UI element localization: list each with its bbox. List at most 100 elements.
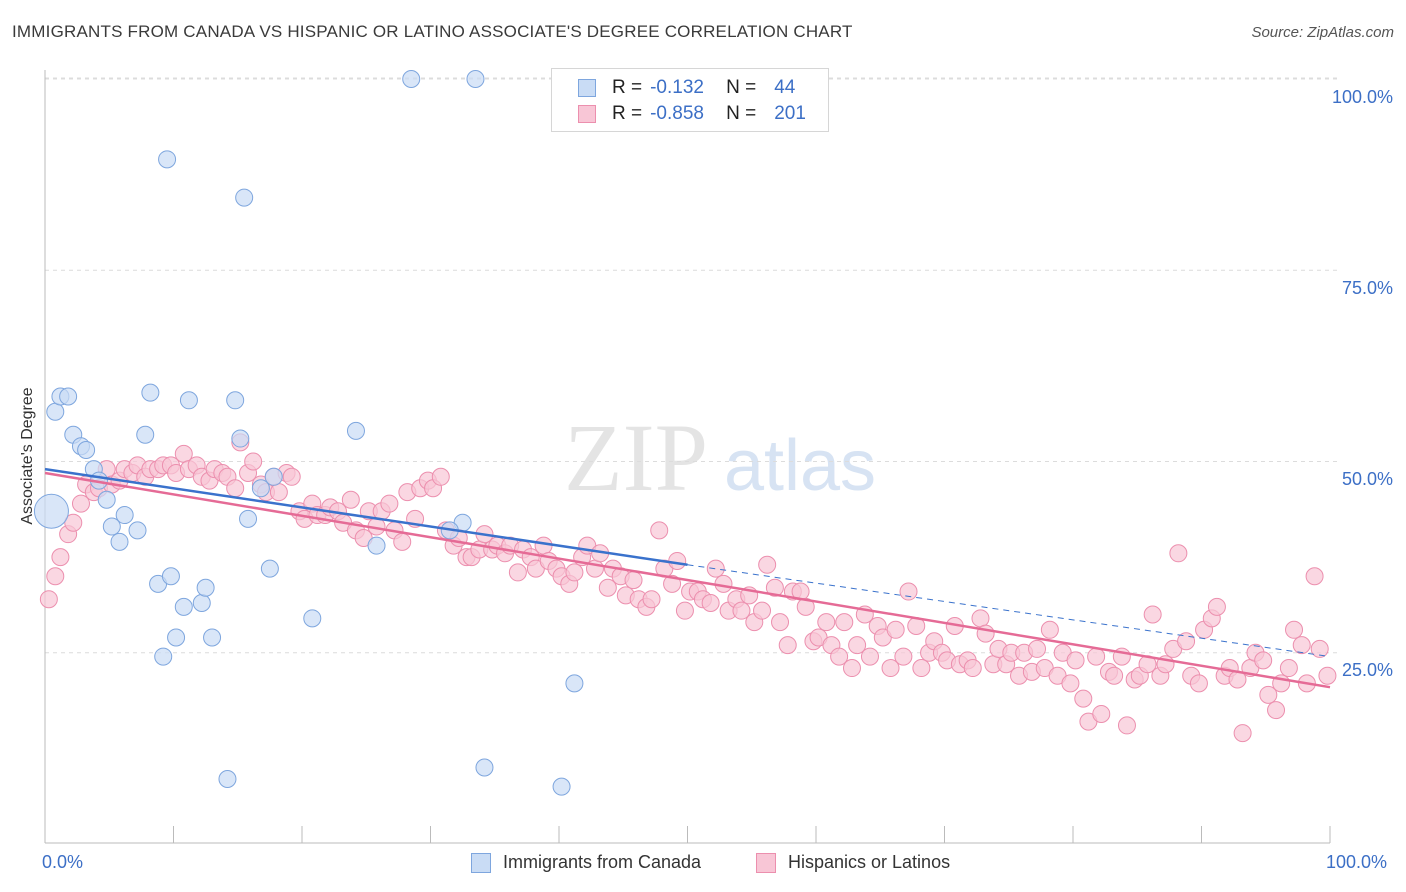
canada-point [196, 578, 215, 597]
hispanic-point [1267, 701, 1286, 720]
hispanic-point [1117, 716, 1136, 735]
canada-point [154, 647, 173, 666]
hispanic-point [1310, 639, 1329, 658]
canada-point [466, 70, 485, 88]
hispanic-point [624, 571, 643, 590]
canada-point [77, 441, 96, 460]
canada-point [128, 521, 147, 540]
hispanic-point [46, 567, 65, 586]
hispanic-point [1074, 689, 1093, 708]
hispanic-point [675, 601, 694, 620]
canada-point [235, 188, 254, 207]
hispanic-point [1285, 620, 1304, 639]
legend-row-canada: R = -0.132 N = 44 [578, 76, 795, 100]
hispanic-point [753, 601, 772, 620]
hispanic-point [771, 613, 790, 632]
hispanic-point [706, 559, 725, 578]
hispanic-point [778, 636, 797, 655]
hispanic-point [1028, 639, 1047, 658]
hispanic-point [650, 521, 669, 540]
legend-swatch-pink [756, 852, 776, 873]
hispanic-point [1066, 651, 1085, 670]
hispanic-point [1143, 605, 1162, 624]
hispanic-point [393, 532, 412, 551]
hispanic-point [1207, 597, 1226, 616]
x-tick-min: 0.0% [42, 852, 84, 872]
hispanic-point [282, 467, 301, 486]
canada-point [367, 536, 386, 555]
x-tick-max: 100.0% [1326, 852, 1388, 872]
hispanic-point [796, 597, 815, 616]
hispanic-point [269, 483, 288, 502]
canada-point [264, 467, 283, 486]
hispanic-point [894, 647, 913, 666]
canada-point [59, 387, 78, 406]
hispanic-point [912, 659, 931, 678]
bottom-legend-hispanic[interactable]: Hispanics or Latinos [756, 852, 950, 873]
r-value: -0.132 [650, 77, 704, 98]
legend-label-canada: Immigrants from Canada [503, 852, 702, 872]
hispanic-point [881, 659, 900, 678]
n-value: 201 [774, 103, 806, 124]
hispanic-point [534, 536, 553, 555]
canada-trend-line [687, 564, 1331, 658]
n-value: 44 [774, 77, 796, 98]
canada-point [203, 628, 222, 647]
y-tick-50: 50.0% [1341, 469, 1393, 489]
canada-point [251, 479, 270, 498]
hispanic-point [508, 563, 527, 582]
canada-point [102, 517, 121, 536]
canada-point [115, 506, 134, 525]
hispanic-point [1292, 636, 1311, 655]
canada-point [167, 628, 186, 647]
hispanic-point [765, 578, 784, 597]
hispanic-point [1105, 666, 1124, 685]
hispanic-point [899, 582, 918, 601]
hispanic-point [1040, 620, 1059, 639]
bottom-legend-canada[interactable]: Immigrants from Canada [471, 852, 701, 873]
y-tick-75: 75.0% [1341, 278, 1393, 298]
legend-row-hispanic: R = -0.858 N = 201 [578, 102, 806, 126]
canada-point [136, 425, 155, 444]
hispanic-point [758, 555, 777, 574]
watermark-zip: ZIP [564, 404, 708, 511]
canada-point [226, 391, 245, 410]
hispanic-point [341, 490, 360, 509]
canada-point [402, 70, 421, 88]
canada-point [158, 150, 177, 169]
hispanic-point [1087, 647, 1106, 666]
canada-point [303, 609, 322, 628]
hispanic-point [380, 494, 399, 513]
canada-point [33, 493, 69, 529]
canada-point [565, 674, 584, 693]
hispanic-point [886, 620, 905, 639]
n-label: N = [726, 77, 757, 98]
hispanic-point [830, 647, 849, 666]
legend-swatch-blue [471, 852, 491, 873]
stats-legend: R = -0.132 N = 44 R = -0.858 N = 201 [551, 68, 829, 132]
hispanic-point [51, 548, 70, 567]
r-label: R = [612, 77, 643, 98]
hispanic-point [1169, 544, 1188, 563]
hispanic-point [39, 590, 58, 609]
canada-point [552, 777, 571, 796]
hispanic-point [226, 479, 245, 498]
canada-point [260, 559, 279, 578]
y-axis-label: Associate's Degree [19, 387, 36, 525]
y-tick-25: 25.0% [1341, 660, 1393, 680]
canada-point [174, 597, 193, 616]
canada-point [141, 383, 160, 402]
canada-point [97, 490, 116, 509]
y-tick-100: 100.0% [1331, 87, 1393, 107]
hispanic-point [663, 574, 682, 593]
hispanic-point [642, 590, 661, 609]
hispanic-point [1259, 685, 1278, 704]
hispanic-point [835, 613, 854, 632]
hispanic-point [860, 647, 879, 666]
canada-point [239, 509, 258, 528]
canada-point [46, 402, 65, 421]
legend-label-hispanic: Hispanics or Latinos [788, 852, 951, 872]
source-label: Source: ZipAtlas.com [1251, 24, 1394, 41]
hispanic-point [1233, 724, 1252, 743]
hispanic-point [64, 513, 83, 532]
